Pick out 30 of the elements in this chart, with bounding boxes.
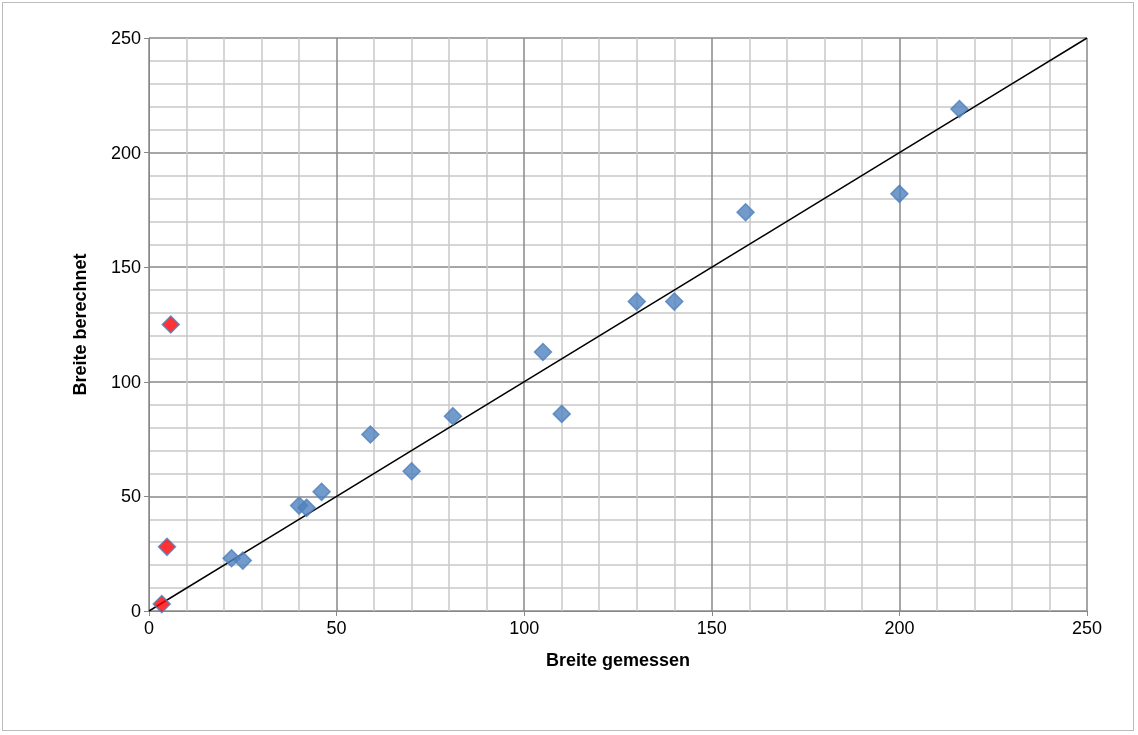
point — [552, 404, 571, 424]
x-axis-title: Breite gemessen — [545, 650, 691, 670]
y-tick-label: 50 — [120, 486, 141, 507]
point — [312, 482, 331, 502]
point — [665, 292, 684, 311]
point — [736, 202, 755, 222]
y-tick-label: 200 — [110, 142, 141, 163]
point — [161, 315, 181, 334]
point — [627, 292, 647, 311]
point — [361, 425, 380, 444]
x-tick-label: 250 — [1071, 618, 1103, 638]
x-tick-label: 200 — [884, 618, 915, 638]
point — [297, 498, 316, 518]
point — [233, 551, 253, 570]
x-tick-label: 50 — [326, 618, 347, 638]
point — [157, 537, 177, 557]
point — [890, 184, 909, 204]
x-tick-label: 0 — [143, 618, 155, 638]
point — [950, 99, 969, 119]
point — [152, 594, 172, 614]
y-tick-label: 250 — [110, 28, 141, 48]
y-tick-label: 150 — [110, 257, 141, 278]
y-tick-label: 100 — [110, 371, 141, 392]
point — [443, 406, 463, 426]
y-tick-label: 0 — [130, 601, 141, 621]
x-tick-label: 100 — [509, 618, 540, 638]
point — [533, 342, 553, 362]
x-tick-label: 150 — [696, 618, 727, 638]
point — [402, 461, 421, 481]
y-axis-title: Breite berechnet — [70, 253, 90, 396]
